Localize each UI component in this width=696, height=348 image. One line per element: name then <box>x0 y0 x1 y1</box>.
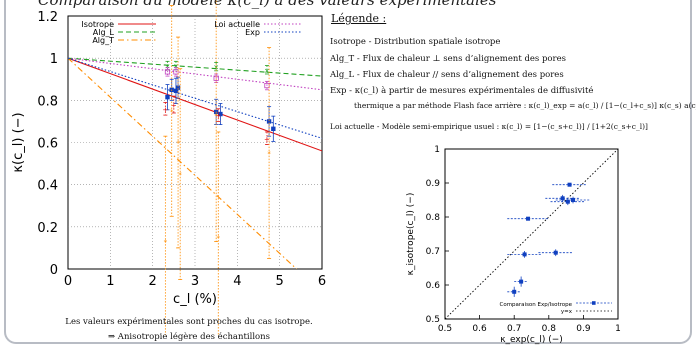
y-tick-label: 1.2 <box>37 10 58 25</box>
series-line-isotrope <box>68 57 322 152</box>
marker-isotrope: + <box>264 135 270 143</box>
legend-label-comparaison: Comparaison Exp/Isotrope <box>499 302 572 308</box>
scatter-point <box>519 279 524 284</box>
scatter-point <box>522 252 527 257</box>
x-tick-label: 0 <box>64 274 72 289</box>
note-line-2: ⇒ Anisotropie légère des échantillons <box>107 332 270 342</box>
scatter-point <box>565 199 570 204</box>
x-tick-label: 5 <box>276 274 284 289</box>
marker-isotrope: + <box>215 112 221 120</box>
x-tick-label: 2 <box>149 274 157 289</box>
marker-exp <box>173 88 179 94</box>
marker-alg-l: × <box>165 63 171 71</box>
marker-exp <box>165 94 170 100</box>
legend-line-alg-l: Alg_L - Flux de chaleur // sens d’aligne… <box>330 70 564 80</box>
y-tick-label: 0.6 <box>37 137 58 152</box>
scatter-point <box>526 216 531 221</box>
legend-label-alg-l: Alg_L <box>93 28 115 37</box>
marker-alg-t: * <box>164 239 168 247</box>
x-axis-label-2: κ_exp(c_l) (−) <box>500 335 563 345</box>
legend-label-loi-actuelle: Loi actuelle <box>214 20 260 29</box>
scatter-point <box>571 198 576 202</box>
series-line-loi-actuelle <box>68 57 322 91</box>
legend-line-loi-actuelle: Loi actuelle - Modèle semi-empirique usu… <box>330 122 648 131</box>
series-line-alg-l <box>68 57 322 77</box>
x-axis-label: c_l (%) <box>173 292 217 307</box>
marker-alg-t: * <box>267 150 271 158</box>
marker-alg-t: * <box>170 108 174 116</box>
x-tick-label: 6 <box>318 274 326 289</box>
y-tick-label-2: 1 <box>434 145 440 155</box>
scatter-point <box>553 250 558 255</box>
kappa-vs-cl-chart: 0 1 2 3 4 5 6 0 0.2 0.4 0.6 0.8 1 1.2 c_l (%) κ(c_l) (−… <box>11 0 326 335</box>
legend-label-exp: Exp <box>245 28 260 37</box>
y-tick-label-2: 0.7 <box>426 247 440 257</box>
y-tick-label: 0.8 <box>37 94 58 109</box>
marker-exp <box>218 111 223 117</box>
scatter-point <box>512 289 517 294</box>
y-tick-label: 1 <box>50 52 58 67</box>
x-tick-label: 3 <box>191 274 199 289</box>
scatter-point <box>567 182 572 187</box>
legend-line-exp: Exp - κ(c_l) à partir de mesures expérim… <box>330 86 594 96</box>
legend-label-alg-t: Alg_T <box>92 36 114 45</box>
x-tick-label-2: 1 <box>615 324 621 334</box>
marker-exp <box>266 119 272 124</box>
legend-label-y-equals-x: y=x <box>561 309 573 315</box>
series-line-exp <box>68 57 322 139</box>
scatter-point <box>560 196 565 201</box>
legend-marker-comparaison <box>592 301 596 305</box>
marker-alg-t: * <box>217 234 221 242</box>
y-tick-label: 0.2 <box>37 221 58 236</box>
y-tick-label-2: 0.5 <box>426 315 440 325</box>
legend-line-alg-t: Alg_T - Flux de chaleur ⊥ sens d’alignem… <box>330 54 566 64</box>
isotrope-vs-exp-chart: 0.5 0.6 0.7 0.8 0.9 1 0.5 0.6 0.7 0.8 0.9 1 κ_exp(c_… <box>406 145 621 345</box>
marker-alg-t: * <box>178 171 182 179</box>
legend-line-exp-formula: thermique a par méthode Flash face arriè… <box>354 101 696 110</box>
series-line-alg-t <box>68 57 297 269</box>
y-tick-label-2: 0.8 <box>426 213 441 223</box>
x-tick-label-2: 0.9 <box>576 324 591 334</box>
marker-loi-actuelle <box>173 69 179 75</box>
marker-loi-actuelle <box>264 82 270 89</box>
marker-isotrope: + <box>171 102 177 110</box>
x-tick-label-2: 0.7 <box>507 324 521 334</box>
slide-title: Comparaison du modèle κ(c_l) à des valeu… <box>38 0 497 9</box>
marker-alg-l: × <box>173 63 179 71</box>
marker-loi-actuelle <box>164 69 171 75</box>
y-tick-label-2: 0.9 <box>426 179 441 189</box>
marker-alg-t: * <box>176 140 180 148</box>
y-axis-label-2: κ_isotrope(c_l) (−) <box>406 193 416 276</box>
y-tick-label: 0 <box>50 263 58 278</box>
y-axis-label: κ(c_l) (−) <box>11 112 26 172</box>
legend-line-isotrope: Isotrope - Distribution spatiale isotrop… <box>330 37 501 47</box>
slide-frame <box>4 0 692 344</box>
marker-exp <box>175 85 181 90</box>
y-tick-label: 0.4 <box>37 179 58 194</box>
legend-title: Légende : <box>331 12 387 25</box>
marker-alg-l: × <box>264 67 270 75</box>
note-line-1: Les valeurs expérimentales sont proches … <box>65 317 313 327</box>
marker-isotrope: + <box>162 106 168 114</box>
marker-exp <box>271 126 276 131</box>
marker-alg-t: * <box>214 112 218 120</box>
x-tick-label-2: 0.5 <box>438 324 452 334</box>
x-tick-label-2: 0.6 <box>472 324 487 334</box>
x-tick-label: 1 <box>106 274 114 289</box>
plot-area-2 <box>444 148 619 320</box>
legend-label-isotrope: Isotrope <box>81 20 114 29</box>
y-tick-label-2: 0.6 <box>426 281 441 291</box>
x-tick-label: 4 <box>233 274 241 289</box>
x-tick-label-2: 0.8 <box>542 324 557 334</box>
